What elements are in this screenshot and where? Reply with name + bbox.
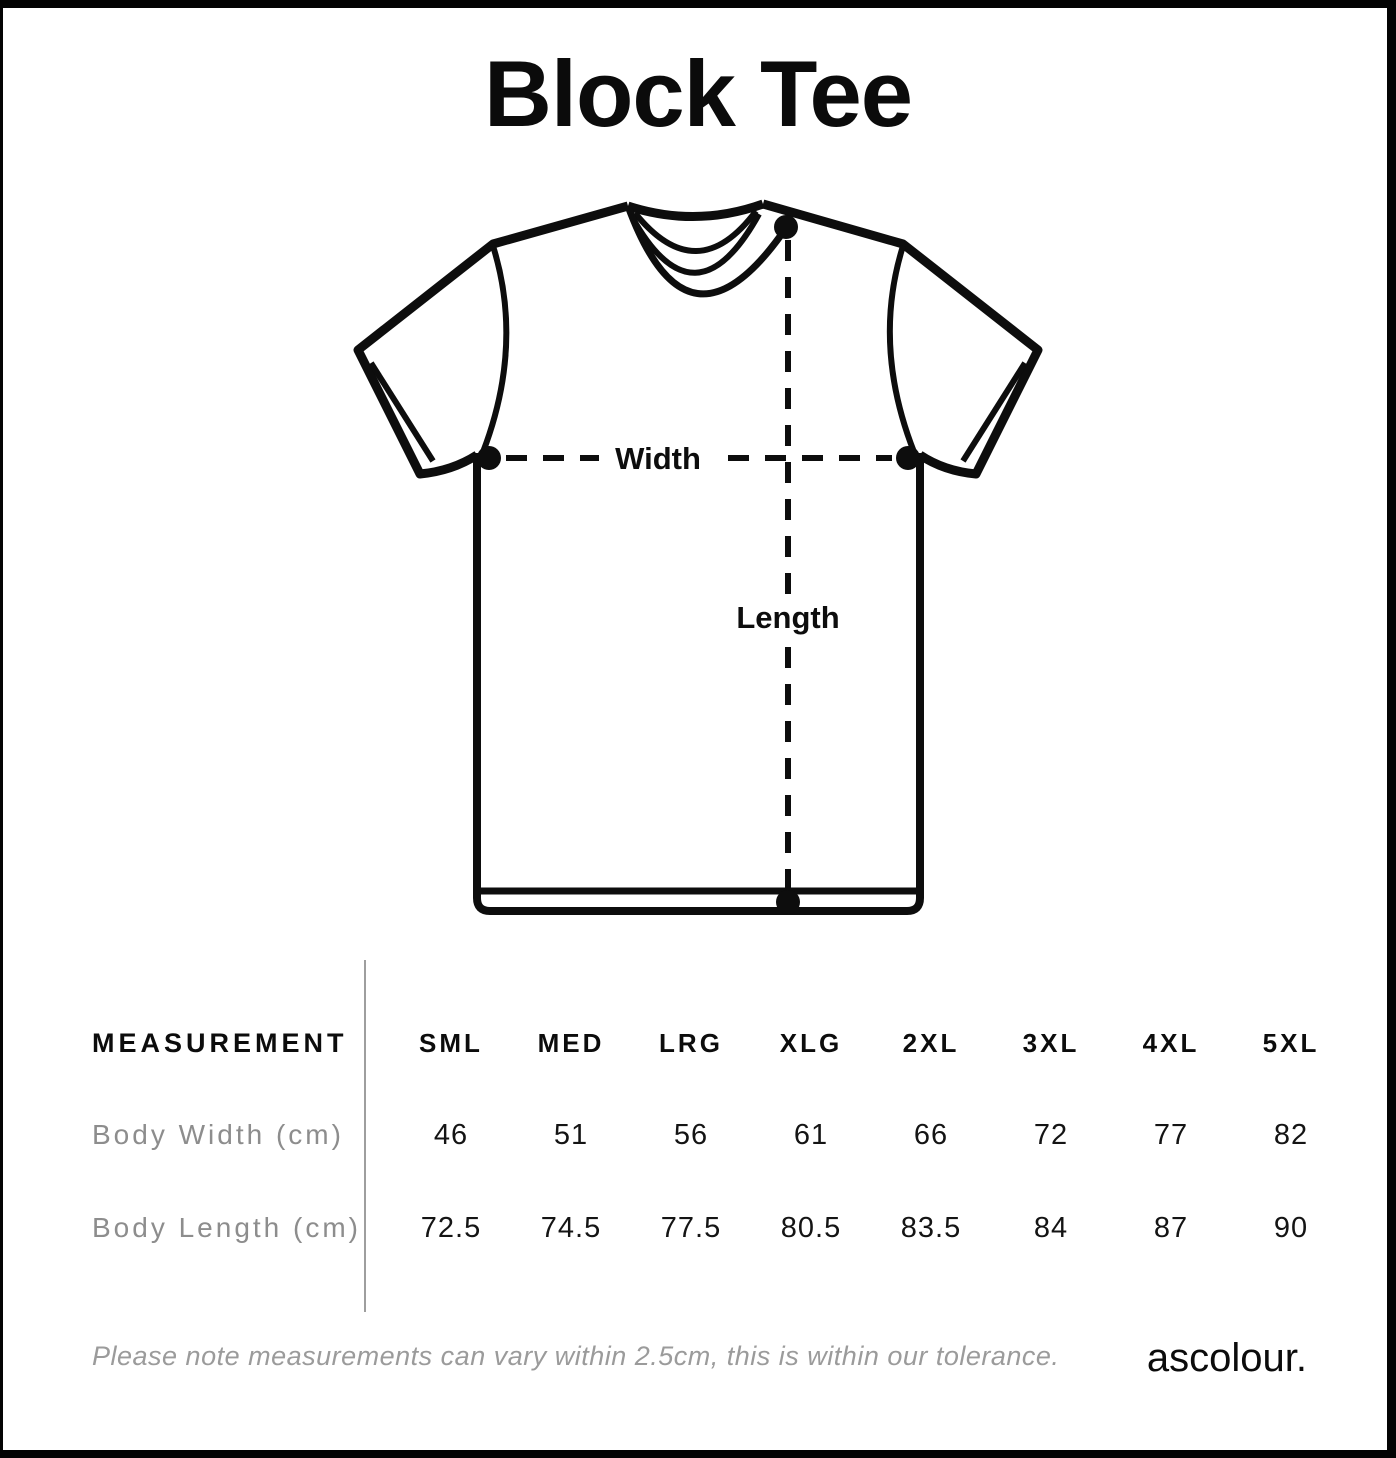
tee-right-cuff-seam [960, 361, 1028, 463]
measurement-header: MEASUREMENT [92, 1028, 348, 1058]
width-right-dot [896, 446, 920, 470]
size-header-4xl: 4XL [1142, 1028, 1200, 1058]
body-length-2xl: 83.5 [900, 1212, 962, 1244]
page-title: Block Tee [483, 41, 913, 146]
body-width-4xl: 77 [1153, 1119, 1189, 1151]
length-label: Length [736, 600, 839, 635]
tee-neckline [624, 204, 789, 298]
body-length-sml: 72.5 [420, 1212, 482, 1244]
size-header-cells: SML MED LRG XLG 2XL 3XL 4XL 5XL [391, 1021, 1351, 1065]
body-length-5xl: 90 [1273, 1212, 1309, 1244]
tee-right-sleeve [761, 199, 1043, 479]
tee-collar-rib-2 [629, 212, 762, 276]
tolerance-note: Please note measurements can vary within… [92, 1341, 1060, 1371]
body-length-values: 72.5 74.5 77.5 80.5 83.5 84 87 90 [391, 1206, 1351, 1250]
tee-collar-rib-1 [632, 209, 759, 254]
tshirt-size-diagram: Width Length [353, 199, 1043, 915]
size-header-xlg: XLG [779, 1028, 843, 1058]
tee-collar-top [626, 199, 765, 221]
body-width-5xl: 82 [1273, 1119, 1309, 1151]
width-left-dot [477, 446, 501, 470]
table-divider [364, 960, 366, 1312]
body-width-values: 46 51 56 61 66 72 77 82 [391, 1113, 1351, 1157]
body-length-lrg: 77.5 [660, 1212, 722, 1244]
tee-right-armhole-seam [886, 245, 917, 454]
tshirt-outline [353, 199, 1043, 915]
size-table-header-row: MEASUREMENT SML MED LRG XLG 2XL 3XL 4XL … [0, 1021, 1396, 1065]
body-width-lrg: 56 [673, 1119, 709, 1151]
size-header-sml: SML [419, 1028, 483, 1058]
tee-left-armhole-seam [480, 245, 510, 454]
body-length-4xl: 87 [1153, 1212, 1189, 1244]
tee-left-cuff-seam [368, 361, 436, 463]
body-length-xlg: 80.5 [780, 1212, 842, 1244]
length-bottom-dot [776, 890, 800, 914]
body-width-xlg: 61 [793, 1119, 829, 1151]
body-width-2xl: 66 [913, 1119, 949, 1151]
body-width-med: 51 [553, 1119, 589, 1151]
body-width-3xl: 72 [1033, 1119, 1069, 1151]
body-width-row: Body Width (cm) 46 51 56 61 66 72 77 82 [0, 1113, 1396, 1157]
body-width-label: Body Width (cm) [92, 1119, 344, 1150]
size-header-med: MED [537, 1028, 605, 1058]
size-header-2xl: 2XL [902, 1028, 960, 1058]
body-length-med: 74.5 [540, 1212, 602, 1244]
length-label-backdrop [733, 595, 843, 639]
tee-left-sleeve [353, 201, 630, 479]
width-label: Width [615, 441, 701, 476]
body-length-label: Body Length (cm) [92, 1212, 361, 1243]
brand-logo: ascolour. [1146, 1336, 1307, 1380]
tee-body [473, 453, 924, 915]
width-label-backdrop [599, 437, 716, 479]
body-length-3xl: 84 [1033, 1212, 1069, 1244]
body-length-row: Body Length (cm) 72.5 74.5 77.5 80.5 83.… [0, 1206, 1396, 1250]
body-width-sml: 46 [433, 1119, 469, 1151]
size-header-lrg: LRG [659, 1028, 723, 1058]
length-top-dot [774, 215, 798, 239]
size-header-5xl: 5XL [1262, 1028, 1320, 1058]
size-header-3xl: 3XL [1022, 1028, 1080, 1058]
